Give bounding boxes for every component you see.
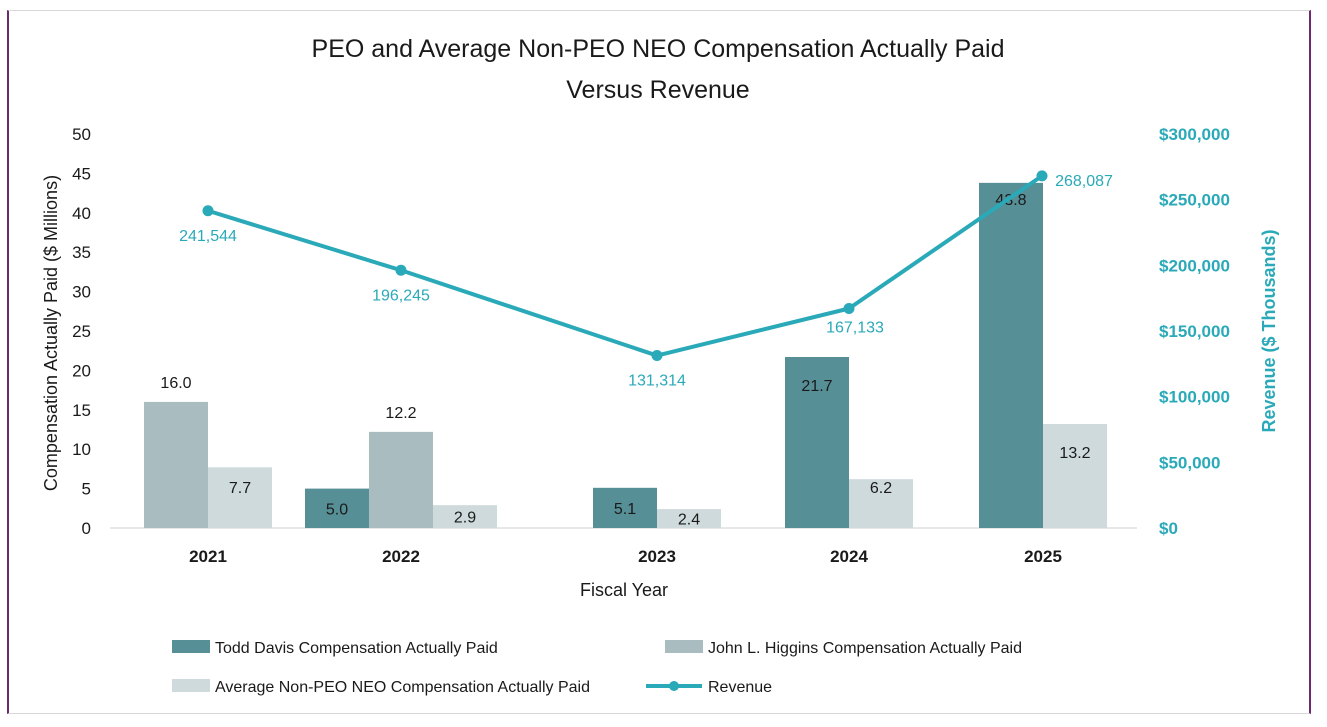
revenue-data-label: 241,544 xyxy=(179,228,237,245)
revenue-point xyxy=(843,302,855,314)
revenue-line-group: 241,544 196,245 131,314 167,133 268,087 xyxy=(179,170,1113,390)
bar-data-label: 2.4 xyxy=(678,512,700,529)
revenue-point xyxy=(202,205,214,217)
revenue-line xyxy=(207,174,1044,358)
revenue-point xyxy=(1036,170,1048,182)
y-tick-label: 10 xyxy=(72,440,91,459)
bar xyxy=(208,467,272,528)
bar-data-label: 13.2 xyxy=(1059,445,1090,462)
bar xyxy=(849,479,913,528)
y2-tick-label: $150,000 xyxy=(1159,322,1230,341)
legend-swatch-marker xyxy=(669,681,679,691)
bar xyxy=(369,431,433,528)
revenue-data-label: 131,314 xyxy=(628,373,686,390)
bar xyxy=(657,509,721,528)
y-tick-label: 25 xyxy=(72,322,91,341)
y2-tick-label: $200,000 xyxy=(1159,256,1230,275)
bar-data-label: 2.9 xyxy=(454,510,476,527)
revenue-point xyxy=(651,350,663,362)
y-tick-label: 0 xyxy=(82,519,91,538)
y2-tick-label: $300,000 xyxy=(1159,125,1230,144)
legend-label: Revenue xyxy=(708,679,772,696)
y2-axis-title: Revenue ($ Thousands) xyxy=(1259,229,1279,432)
bar-data-label: 6.2 xyxy=(870,480,892,497)
x-category-label: 2022 xyxy=(382,547,420,566)
bar-data-label: 21.7 xyxy=(801,378,832,395)
revenue-data-label: 167,133 xyxy=(826,319,884,336)
y2-tick-label: $250,000 xyxy=(1159,191,1230,210)
x-category-label: 2023 xyxy=(638,547,676,566)
revenue-data-label: 268,087 xyxy=(1055,173,1113,190)
bar-data-label: 16.0 xyxy=(160,375,191,392)
revenue-point xyxy=(395,264,407,276)
y-tick-label: 50 xyxy=(72,125,91,144)
bar xyxy=(433,505,497,528)
x-category-label: 2021 xyxy=(189,547,227,566)
legend-swatch xyxy=(172,679,210,692)
right-axis-ticks: $0 $50,000 $100,000 $150,000 $200,000 $250,00… xyxy=(1159,125,1230,538)
y-tick-label: 30 xyxy=(72,283,91,302)
legend-label: John L. Higgins Compensation Actually Pa… xyxy=(708,640,1022,657)
bar-data-label: 7.7 xyxy=(229,480,251,497)
y-tick-label: 5 xyxy=(82,480,91,499)
revenue-data-label: 196,245 xyxy=(372,287,430,304)
category-labels: 2021 2022 2023 2024 2025 xyxy=(189,547,1062,566)
legend: Todd Davis Compensation Actually Paid Joh… xyxy=(172,640,1022,696)
chart-title-line-1: PEO and Average Non-PEO NEO Compensation… xyxy=(312,35,1005,63)
legend-label: Average Non-PEO NEO Compensation Actuall… xyxy=(215,679,590,696)
bar xyxy=(305,488,369,528)
y-tick-label: 15 xyxy=(72,401,91,420)
legend-label: Todd Davis Compensation Actually Paid xyxy=(215,640,498,657)
x-category-label: 2024 xyxy=(830,547,868,566)
y-tick-label: 45 xyxy=(72,164,91,183)
x-category-label: 2025 xyxy=(1024,547,1062,566)
legend-swatch xyxy=(665,640,703,653)
y2-tick-label: $50,000 xyxy=(1159,453,1220,472)
y-tick-label: 35 xyxy=(72,243,91,262)
bar xyxy=(144,401,208,528)
bar-data-label: 12.2 xyxy=(385,405,416,422)
left-axis-ticks: 0 5 10 15 20 25 30 35 40 45 50 xyxy=(72,125,91,538)
chart-title-line-2: Versus Revenue xyxy=(566,76,749,104)
chart-frame xyxy=(7,10,1311,714)
bars: 16.07.75.012.22.95.12.421.76.243.813.2 xyxy=(144,182,1107,529)
y-tick-label: 20 xyxy=(72,361,91,380)
y-tick-label: 40 xyxy=(72,204,91,223)
y-axis-title: Compensation Actually Paid ($ Millions) xyxy=(41,175,61,491)
bar xyxy=(593,487,657,528)
legend-swatch xyxy=(172,640,210,653)
bar-data-label: 5.1 xyxy=(614,501,636,518)
bar-data-label: 5.0 xyxy=(326,501,348,518)
bar xyxy=(979,182,1043,528)
bar xyxy=(1043,423,1107,528)
x-axis-title: Fiscal Year xyxy=(580,580,668,600)
y2-tick-label: $0 xyxy=(1159,519,1178,538)
y2-tick-label: $100,000 xyxy=(1159,388,1230,407)
bar xyxy=(785,357,849,528)
